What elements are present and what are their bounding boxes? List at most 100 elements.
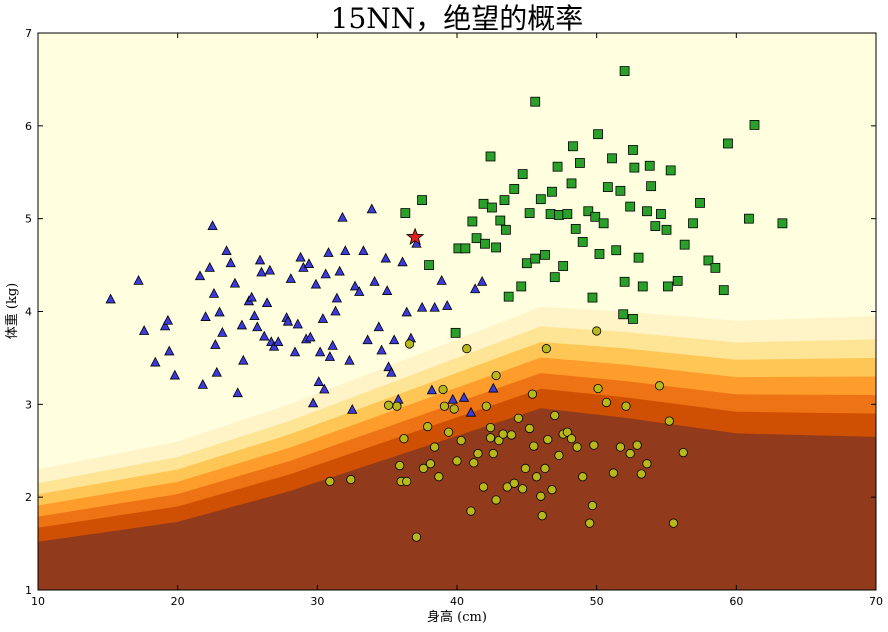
y-axis-ticks: 1 2 3 4 5 6 7 <box>25 27 876 597</box>
circle-point <box>444 427 454 437</box>
triangle-point <box>334 265 345 276</box>
circle-point <box>536 491 546 501</box>
circle-point <box>642 459 652 469</box>
square-point <box>417 195 427 206</box>
square-point <box>478 198 489 209</box>
triangle-point <box>366 203 377 214</box>
square-point <box>619 276 630 287</box>
triangle-point <box>358 245 369 256</box>
triangle-point <box>397 256 408 267</box>
triangle-point <box>217 326 228 337</box>
triangle-point <box>273 336 284 347</box>
circle-point <box>466 506 476 516</box>
circle-point <box>425 459 436 469</box>
x-tick-label: 30 <box>310 595 324 608</box>
square-point <box>570 223 581 234</box>
square-point <box>552 161 563 172</box>
square-point <box>530 96 541 107</box>
circle-point <box>572 442 582 452</box>
square-point <box>656 209 666 219</box>
square-point <box>618 309 629 320</box>
circle-point <box>456 435 466 446</box>
square-point <box>628 314 638 324</box>
square-point <box>562 209 573 219</box>
square-point <box>688 218 698 229</box>
triangle-point <box>236 319 248 330</box>
square-point <box>577 236 588 247</box>
triangle-point <box>138 325 150 335</box>
triangle-point <box>476 275 488 286</box>
triangle-point <box>285 273 296 283</box>
triangle-point <box>347 404 358 414</box>
triangle-point <box>344 354 355 365</box>
triangle-point <box>386 366 397 377</box>
square-point <box>710 262 721 273</box>
square-point <box>547 186 557 197</box>
circle-point <box>532 472 542 482</box>
circle-point <box>636 469 646 479</box>
query-star-point <box>405 227 425 246</box>
square-point <box>509 184 520 194</box>
triangle-point <box>256 266 267 277</box>
triangle-point <box>204 262 215 272</box>
circle-point <box>498 429 508 439</box>
y-tick-label: 5 <box>25 213 32 226</box>
circle-point <box>423 422 433 432</box>
square-point <box>625 201 636 212</box>
triangle-point <box>362 334 373 345</box>
triangle-point <box>331 292 343 303</box>
square-point <box>566 178 577 189</box>
square-point <box>661 224 672 235</box>
square-point <box>500 224 511 235</box>
square-point <box>650 221 661 231</box>
triangle-point <box>249 310 260 321</box>
square-point <box>646 181 657 192</box>
square-point <box>642 206 652 217</box>
circle-point <box>525 423 535 434</box>
triangle-point <box>105 293 116 304</box>
triangle-point <box>340 245 351 256</box>
circle-point <box>502 482 512 492</box>
triangle-point <box>401 306 412 317</box>
triangle-point <box>211 366 222 377</box>
x-tick-label: 60 <box>729 595 743 608</box>
circle-point <box>547 485 557 495</box>
circle-point <box>452 456 462 466</box>
triangle-point <box>488 382 499 393</box>
triangle-point <box>254 254 266 265</box>
triangle-point <box>416 301 428 312</box>
square-point <box>499 195 510 206</box>
square-point <box>629 162 640 173</box>
square-point <box>723 138 733 149</box>
square-point <box>485 151 496 162</box>
square-point <box>554 210 564 220</box>
triangle-point <box>289 346 301 357</box>
circle-point <box>601 397 612 408</box>
triangle-point <box>327 339 338 350</box>
square-point <box>644 160 655 171</box>
triangle-point <box>303 258 315 269</box>
circle-point <box>346 474 356 485</box>
circle-point <box>513 413 524 423</box>
square-point <box>540 249 550 260</box>
circle-point <box>520 463 531 473</box>
triangle-point <box>229 277 241 288</box>
y-tick-label: 2 <box>25 491 32 504</box>
circle-point <box>411 532 422 542</box>
circle-point <box>402 476 412 486</box>
triangle-point <box>232 387 243 398</box>
triangle-point <box>337 211 348 222</box>
circle-point <box>383 400 394 410</box>
triangle-point <box>436 275 447 285</box>
triangle-point <box>164 345 175 356</box>
square-point <box>450 327 461 338</box>
circle-point <box>481 401 491 411</box>
circle-point <box>593 383 603 394</box>
square-point <box>471 233 482 244</box>
triangle-point <box>259 330 270 341</box>
circle-point <box>537 511 547 521</box>
circle-point <box>578 472 588 482</box>
square-point <box>628 145 638 155</box>
circle-point <box>478 482 489 492</box>
square-point <box>718 285 729 296</box>
